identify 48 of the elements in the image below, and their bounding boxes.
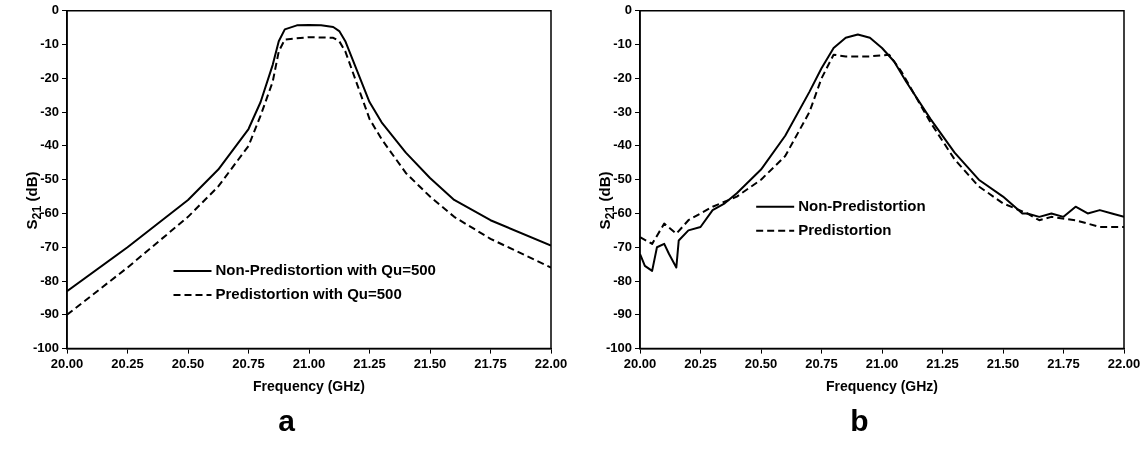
y-tick-label: -80 — [613, 272, 633, 288]
y-tick-label: -20 — [40, 69, 60, 85]
x-tick-label: 20.75 — [232, 355, 265, 371]
x-tick-label: 21.00 — [292, 355, 326, 371]
x-tick-label: 21.75 — [1047, 355, 1080, 371]
x-axis-title: Frequency (GHz) — [826, 378, 939, 395]
y-tick-label: 0 — [51, 2, 60, 18]
y-tick-label: -90 — [40, 306, 60, 322]
legend-label: Predistortion — [798, 220, 892, 238]
y-tick-label: -60 — [613, 205, 633, 221]
y-tick-label: -50 — [613, 171, 633, 187]
x-tick-label: 22.00 — [534, 355, 568, 371]
x-tick-label: 20.00 — [50, 355, 84, 371]
text: b — [849, 404, 870, 438]
x-tick-label: 21.75 — [474, 355, 507, 371]
x-tick-label: 21.25 — [926, 355, 959, 371]
y-tick-label: -20 — [613, 69, 633, 85]
legend-label: Non-Predistortion with Qu=500 — [215, 261, 436, 279]
y-tick-label: -80 — [40, 272, 60, 288]
x-tick-label: 21.25 — [353, 355, 386, 371]
x-tick-label: 21.50 — [413, 355, 447, 371]
y-tick-label: -10 — [40, 36, 60, 52]
x-tick-label: 20.50 — [744, 355, 778, 371]
y-tick-label: -40 — [40, 137, 60, 153]
y-tick-label: -100 — [32, 340, 60, 356]
y-tick-label: -70 — [613, 238, 633, 254]
legend-label: Non-Predistortion — [798, 196, 926, 214]
legend-label: Predistortion with Qu=500 — [215, 285, 402, 303]
y-tick-label: -30 — [40, 103, 60, 119]
y-tick-label: -40 — [613, 137, 633, 153]
x-tick-label: 21.00 — [865, 355, 899, 371]
y-tick-label: -10 — [613, 36, 633, 52]
y-tick-label: -30 — [613, 103, 633, 119]
x-tick-label: 20.25 — [684, 355, 717, 371]
x-tick-label: 20.50 — [171, 355, 205, 371]
y-tick-label: -70 — [40, 238, 60, 254]
y-tick-label: -90 — [613, 306, 633, 322]
x-tick-label: 20.25 — [111, 355, 144, 371]
x-axis-title: Frequency (GHz) — [253, 378, 366, 395]
y-tick-label: -60 — [40, 205, 60, 221]
y-tick-label: 0 — [624, 2, 633, 18]
x-tick-label: 22.00 — [1107, 355, 1141, 371]
y-tick-label: -50 — [40, 171, 60, 187]
x-tick-label: 20.75 — [805, 355, 838, 371]
text: a — [277, 404, 296, 438]
x-tick-label: 21.50 — [986, 355, 1020, 371]
y-tick-label: -100 — [605, 340, 633, 356]
x-tick-label: 20.00 — [623, 355, 657, 371]
